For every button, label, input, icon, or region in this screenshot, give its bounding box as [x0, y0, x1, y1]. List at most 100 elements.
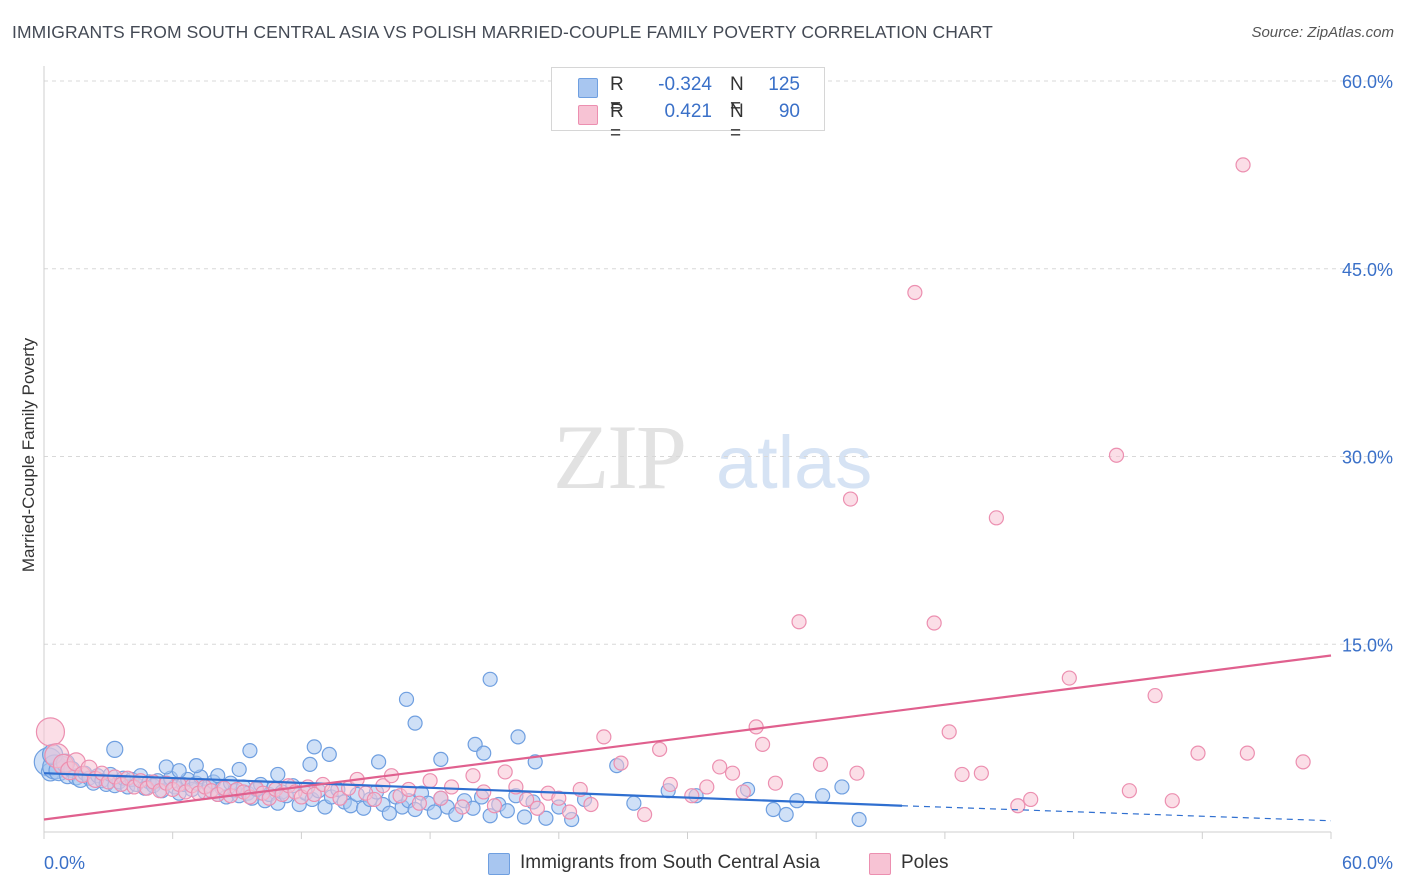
point-poles	[652, 741, 668, 757]
point-immigrants	[231, 761, 247, 778]
point-immigrants	[306, 739, 322, 755]
point-poles	[1239, 745, 1255, 761]
trend-lines	[43, 654, 1332, 822]
point-poles	[1121, 783, 1137, 799]
point-immigrants	[516, 809, 533, 825]
point-immigrants	[398, 691, 415, 707]
point-immigrants	[476, 745, 492, 761]
point-poles	[1190, 745, 1206, 761]
point-poles	[941, 724, 957, 740]
x-tick-label: 0.0%	[44, 853, 85, 873]
point-immigrants	[834, 779, 850, 795]
point-poles	[842, 491, 859, 507]
point-poles	[767, 775, 784, 791]
point-poles	[35, 717, 66, 747]
point-immigrants	[482, 671, 498, 687]
y-tick-label: 15.0%	[1342, 635, 1393, 655]
point-immigrants	[106, 740, 124, 758]
point-poles	[988, 510, 1004, 526]
point-immigrants	[510, 729, 526, 745]
point-poles	[551, 790, 567, 806]
correlation-legend: R = -0.324 N = 125 R = 0.421 N = 90	[551, 67, 825, 144]
point-poles	[465, 768, 481, 784]
point-immigrants	[538, 810, 554, 826]
point-poles	[613, 755, 629, 771]
legend-n-value: 90	[778, 101, 800, 122]
point-immigrants	[158, 759, 174, 775]
point-poles	[1295, 754, 1311, 770]
chart-title: IMMIGRANTS FROM SOUTH CENTRAL ASIA VS PO…	[12, 22, 993, 42]
point-poles	[1147, 687, 1163, 704]
point-poles	[433, 790, 449, 806]
legend-r-label: R =	[610, 74, 624, 117]
point-immigrants	[626, 795, 642, 811]
point-immigrants	[270, 766, 286, 783]
point-immigrants	[371, 754, 387, 770]
point-poles	[561, 804, 578, 820]
legend-swatch-immigrants	[488, 853, 510, 875]
point-poles	[332, 790, 348, 806]
point-poles	[754, 736, 771, 752]
point-immigrants	[499, 803, 515, 819]
point-poles	[712, 759, 728, 775]
point-poles	[724, 765, 741, 781]
point-poles	[684, 788, 700, 804]
point-poles	[926, 615, 942, 631]
point-poles	[791, 614, 807, 630]
point-immigrants	[321, 746, 337, 762]
point-poles	[1164, 793, 1180, 809]
point-immigrants	[242, 743, 258, 759]
point-poles	[306, 786, 322, 803]
point-poles	[907, 284, 923, 301]
tick-labels: 15.0% 30.0% 45.0% 60.0% 0.0% 60.0%	[44, 72, 1393, 873]
point-poles	[454, 799, 470, 815]
point-immigrants	[171, 763, 187, 779]
legend-n-value: 125	[768, 74, 800, 95]
point-immigrants	[765, 801, 781, 818]
x-tick-label: 60.0%	[1342, 853, 1393, 873]
point-poles	[973, 765, 989, 781]
y-tick-label: 45.0%	[1342, 260, 1393, 280]
grid	[44, 80, 1395, 645]
legend-n-label: N =	[730, 74, 744, 117]
legend-label-poles: Poles	[901, 852, 949, 873]
point-poles	[699, 779, 715, 795]
legend-label-immigrants: Immigrants from South Central Asia	[520, 852, 820, 873]
point-poles	[662, 776, 678, 793]
y-axis-label: Married-Couple Family Poverty	[19, 337, 38, 573]
legend-swatch-poles	[869, 853, 891, 875]
watermark: ZIP atlas	[553, 406, 872, 508]
y-tick-label: 60.0%	[1342, 72, 1393, 92]
point-immigrants	[778, 806, 794, 823]
legend-n-label: N =	[730, 101, 744, 144]
point-poles	[1108, 447, 1125, 463]
series-legend: Immigrants from South Central Asia Poles	[0, 852, 1406, 878]
legend-r-value: -0.324	[658, 74, 712, 95]
source-label: Source: ZipAtlas.com	[1251, 24, 1394, 41]
point-poles	[596, 729, 612, 745]
point-poles	[529, 800, 545, 816]
point-poles	[401, 781, 417, 798]
point-poles	[497, 764, 513, 780]
legend-swatch-poles	[578, 105, 598, 125]
point-poles	[583, 796, 599, 813]
point-poles	[443, 779, 460, 795]
trend-line-poles	[43, 654, 1332, 821]
legend-r-label: R =	[610, 101, 624, 144]
point-poles	[812, 756, 829, 773]
point-poles	[411, 795, 427, 811]
point-poles	[636, 806, 653, 823]
point-immigrants	[426, 804, 442, 820]
legend-r-value: 0.421	[664, 101, 712, 122]
point-immigrants	[851, 811, 867, 828]
point-poles	[954, 766, 970, 783]
point-poles	[422, 773, 438, 789]
point-poles	[1010, 798, 1026, 814]
axes	[43, 66, 1332, 839]
point-poles	[748, 719, 764, 735]
trend-line-immigrants-extension	[901, 805, 1332, 822]
y-tick-label: 30.0%	[1342, 448, 1393, 468]
watermark-atlas: atlas	[716, 421, 872, 504]
point-poles	[849, 765, 865, 781]
point-poles	[486, 798, 503, 814]
